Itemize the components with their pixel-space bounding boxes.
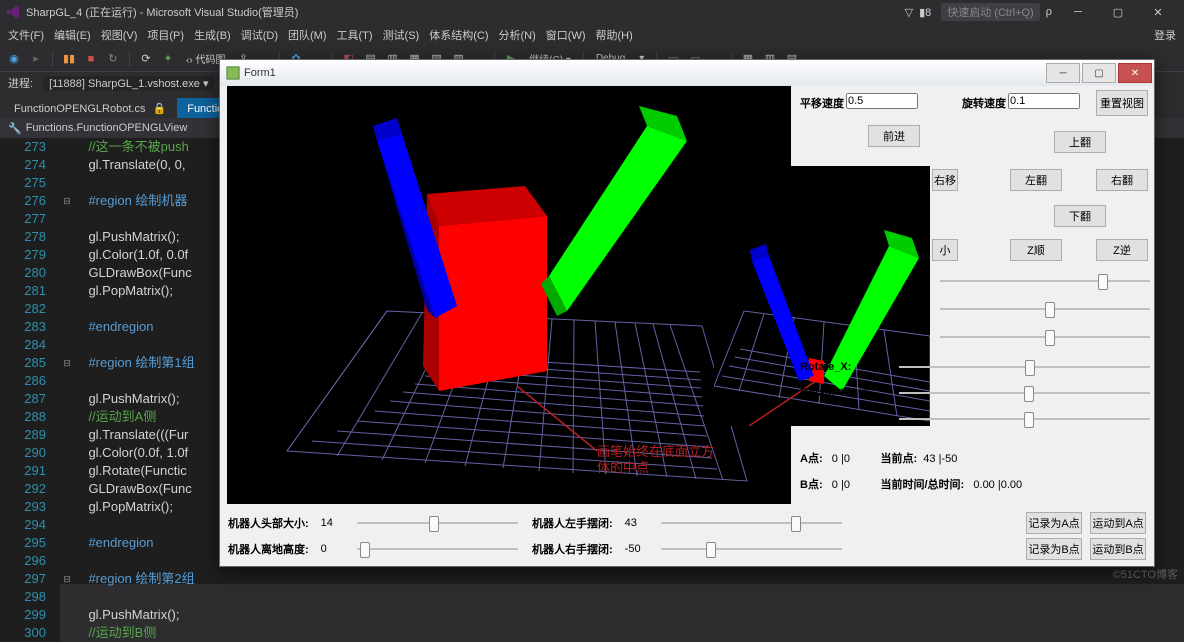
pan-speed-input[interactable] — [846, 93, 918, 109]
goto-a-button[interactable]: 运动到A点 — [1090, 512, 1146, 534]
watermark: ©51CTO博客 — [1113, 566, 1178, 582]
menu-build[interactable]: 生成(B) — [194, 27, 231, 43]
slider-1[interactable] — [940, 272, 1150, 290]
menu-view[interactable]: 视图(V) — [101, 27, 138, 43]
slider-3[interactable] — [940, 328, 1150, 346]
quick-launch-input[interactable]: 快速启动 (Ctrl+Q) — [941, 3, 1039, 21]
vs-titlebar: SharpGL_4 (正在运行) - Microsoft Visual Stud… — [0, 0, 1184, 24]
maximize-icon[interactable]: ▢ — [1098, 6, 1138, 19]
rotate-y-label: Rotate_Y: — [800, 387, 851, 399]
pause-icon[interactable]: ▮▮ — [61, 51, 77, 67]
goto-b-button[interactable]: 运动到B点 — [1090, 538, 1146, 560]
rotate-x-slider[interactable] — [899, 358, 1150, 376]
a-point-row: A点: 0 |0 当前点: 43 |-50 — [800, 450, 957, 466]
left-arm-label: 机器人左手摆闭: — [532, 515, 613, 531]
rot-speed-label: 旋转速度 — [962, 95, 1006, 111]
menu-debug[interactable]: 调试(D) — [241, 27, 278, 43]
form1-window: Form1 ─ ▢ ✕ — [219, 59, 1155, 567]
class-icon: 🔧 — [8, 122, 22, 135]
process-combo[interactable]: [11888] SharpGL_1.vshost.exe ▾ — [43, 76, 214, 91]
rot-speed-input[interactable] — [1008, 93, 1080, 109]
right-move-button[interactable]: 右移 — [932, 169, 958, 191]
vs-help-icon[interactable]: ρ — [1046, 6, 1052, 18]
slider-2[interactable] — [940, 300, 1150, 318]
menu-file[interactable]: 文件(F) — [8, 27, 44, 43]
form-close-icon[interactable]: ✕ — [1118, 63, 1152, 83]
close-icon[interactable]: ✕ — [1138, 6, 1178, 19]
left-arm-value: 43 — [625, 517, 661, 529]
ground-slider[interactable] — [357, 540, 518, 558]
rotate-z-label: Rotate_Z: — [800, 413, 851, 425]
restart-icon[interactable]: ↻ — [105, 51, 121, 67]
ground-label: 机器人离地高度: — [228, 541, 309, 557]
tab-robot[interactable]: FunctionOPENGLRobot.cs 🔒 — [4, 97, 176, 118]
head-slider[interactable] — [357, 514, 518, 532]
right-arm-value: -50 — [625, 543, 661, 555]
rotate-x-value: 0 — [863, 361, 899, 373]
down-turn-button[interactable]: 下翻 — [1054, 205, 1106, 227]
vs-title: SharpGL_4 (正在运行) - Microsoft Visual Stud… — [26, 4, 298, 20]
menu-edit[interactable]: 编辑(E) — [54, 27, 91, 43]
forward-button[interactable]: 前进 — [868, 125, 920, 147]
right-arm-label: 机器人右手摆闭: — [532, 541, 613, 557]
left-turn-button[interactable]: 左翻 — [1010, 169, 1062, 191]
menu-help[interactable]: 帮助(H) — [596, 27, 633, 43]
rotate-y-slider[interactable] — [899, 384, 1150, 402]
sync-icon[interactable]: ⟳ — [138, 51, 154, 67]
menu-analyze[interactable]: 分析(N) — [499, 27, 536, 43]
form1-title: Form1 — [244, 67, 276, 79]
right-arm-slider[interactable] — [661, 540, 842, 558]
ground-value: 0 — [321, 543, 357, 555]
marker-icon[interactable]: ✦ — [160, 51, 176, 67]
vs-menubar: 文件(F) 编辑(E) 视图(V) 项目(P) 生成(B) 调试(D) 团队(M… — [0, 24, 1184, 46]
vs-notifications[interactable]: ▽ ▮8 — [905, 6, 932, 19]
form-icon — [226, 66, 240, 80]
up-turn-button[interactable]: 上翻 — [1054, 131, 1106, 153]
b-point-row: B点: 0 |0 当前时间/总时间: 0.00 |0.00 — [800, 476, 1022, 492]
head-label: 机器人头部大小: — [228, 515, 309, 531]
rotate-x-label: Rotate_X: — [800, 361, 851, 373]
form-maximize-icon[interactable]: ▢ — [1082, 63, 1116, 83]
head-value: 14 — [321, 517, 357, 529]
rotate-z-slider[interactable] — [899, 410, 1150, 428]
reset-view-button[interactable]: 重置视图 — [1096, 90, 1148, 116]
minimize-icon[interactable]: ─ — [1058, 6, 1098, 18]
menu-project[interactable]: 项目(P) — [147, 27, 184, 43]
nav-back-icon[interactable]: ◉ — [6, 51, 22, 67]
zccw-button[interactable]: Z逆 — [1096, 239, 1148, 261]
stop-icon[interactable]: ■ — [83, 51, 99, 67]
record-b-button[interactable]: 记录为B点 — [1026, 538, 1082, 560]
record-a-button[interactable]: 记录为A点 — [1026, 512, 1082, 534]
menu-tools[interactable]: 工具(T) — [337, 27, 373, 43]
vs-logo-icon — [6, 5, 20, 19]
opengl-main-viewport[interactable]: 画笔始终在底面立方 体的中点 — [227, 86, 791, 504]
zcw-button[interactable]: Z顺 — [1010, 239, 1062, 261]
menu-arch[interactable]: 体系结构(C) — [429, 27, 488, 43]
left-arm-slider[interactable] — [661, 514, 842, 532]
shrink-button[interactable]: 小 — [932, 239, 958, 261]
form1-titlebar[interactable]: Form1 ─ ▢ ✕ — [220, 60, 1154, 86]
pan-speed-label: 平移速度 — [800, 95, 844, 111]
form-minimize-icon[interactable]: ─ — [1046, 63, 1080, 83]
rotate-y-value: 0 — [863, 387, 899, 399]
nav-fwd-icon[interactable]: ▸ — [28, 51, 44, 67]
right-turn-button[interactable]: 右翻 — [1096, 169, 1148, 191]
process-label: 进程: — [8, 75, 33, 91]
rotate-z-value: 0 — [863, 413, 899, 425]
menu-window[interactable]: 窗口(W) — [546, 27, 586, 43]
menu-test[interactable]: 测试(S) — [383, 27, 420, 43]
login-link[interactable]: 登录 — [1154, 27, 1176, 43]
breadcrumb-text: Functions.FunctionOPENGLView — [26, 122, 188, 134]
menu-team[interactable]: 团队(M) — [288, 27, 327, 43]
